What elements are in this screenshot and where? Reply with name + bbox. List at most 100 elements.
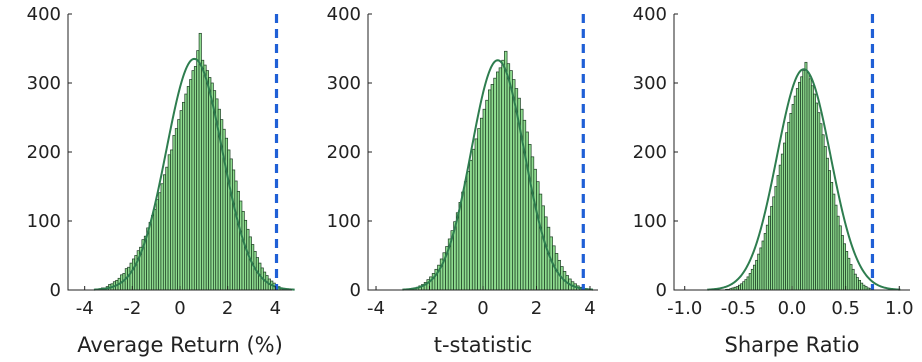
y-tick-label: 300 [27,73,61,94]
histogram-bar [182,101,186,291]
x-tick-label: 4 [584,298,595,319]
histogram-bar [148,222,152,291]
histogram-bar [538,193,543,291]
x-axis-title: Average Return (%) [77,333,283,357]
histogram-panel-1: 0 100 200 300 400 -4 -2 0 2 4 Average Return (%) [27,4,295,357]
histogram-bar [530,156,535,291]
histogram-bar [528,144,532,291]
histogram-bar [189,79,193,291]
histogram-bar [229,158,233,291]
histogram-bar [544,216,548,291]
x-tick-label: -0.5 [721,298,756,319]
y-tick-label: 0 [656,280,667,301]
histogram-bar [155,199,159,291]
histogram-bar [461,191,465,291]
histogram-bar [536,181,540,291]
x-tick-label: 2 [222,298,233,319]
x-tick-label: -2 [421,298,439,319]
histogram-bar [496,71,500,291]
histogram-bar [533,168,537,291]
x-tick-label: 0 [174,298,185,319]
histogram-bar [160,183,164,291]
histogram-bar [210,82,214,291]
histogram-bar [504,50,508,291]
histogram-bar [482,108,487,291]
histogram-panel-3: 0 100 200 300 400 -1.0 -0.5 0.0 0.5 1.0 Sharpe Rat… [633,4,914,357]
histogram-bar [477,128,481,291]
histogram-bar [186,86,190,291]
histogram-bar [201,59,205,291]
histogram-bar [127,266,131,291]
x-tick-label: -4 [76,298,94,319]
histogram-bar [501,59,505,291]
histogram-bar [129,262,133,291]
histogram-bar [458,202,462,291]
y-tick-label: 300 [327,73,361,94]
histogram-bar [158,192,162,291]
y-tick-label: 400 [633,4,667,25]
histogram-bar [248,236,252,291]
y-tick-label: 400 [27,4,61,25]
x-axis-title: t-statistic [434,333,532,357]
histogram-bars [96,32,288,291]
y-tick-label: 200 [27,142,61,163]
histogram-bar [469,159,473,291]
histogram-bar [227,149,231,291]
histogram-bar [471,148,476,291]
x-tick-label: 2 [531,298,542,319]
x-tick-label: -4 [367,298,385,319]
histogram-bar [509,70,513,291]
histogram-bar [198,32,202,291]
histogram-bar [131,258,136,291]
y-tick-label: 200 [327,142,361,163]
histogram-bars [410,50,588,291]
histogram-bar [203,64,207,291]
histogram-bar [498,67,503,291]
histogram-bar [506,63,511,291]
x-tick-label: 0.5 [831,298,860,319]
histogram-bar [485,99,489,291]
histogram-bar [224,137,229,291]
histogram-bar [243,219,248,291]
histogram-bar [241,210,245,291]
histogram-bar [236,190,240,291]
histogram-bars [725,61,874,291]
histogram-bar [246,228,250,291]
histogram-bar [177,119,181,291]
fit-curve [93,57,295,291]
x-tick-label: 0 [477,298,488,319]
histogram-bar [153,208,157,291]
histogram-bar [191,70,195,291]
histogram-bar [196,50,200,291]
histogram-bar [474,138,479,291]
fit-curve [707,68,901,291]
histogram-bar [193,66,198,291]
histogram-bar [172,135,176,291]
x-tick-label: 0.0 [778,298,807,319]
x-axis-title: Sharpe Ratio [725,333,860,357]
fit-curve [402,59,594,291]
x-tick-label: 1.0 [885,298,914,319]
histogram-bar [162,174,167,291]
histogram-bar [151,215,155,291]
histogram-bar [512,79,516,291]
histogram-bar [179,110,183,291]
y-tick-label: 0 [50,280,61,301]
histogram-bar [234,180,238,291]
histogram-bar [174,128,178,291]
histogram-panel-2: 0 100 200 300 400 -4 -2 0 2 4 t-statistic [327,4,598,357]
y-tick-label: 100 [27,211,61,232]
x-tick-label: -2 [123,298,141,319]
histogram-bar [541,205,545,291]
x-tick-label: 4 [270,298,281,319]
y-tick-label: 200 [633,142,667,163]
histogram-bar [490,84,495,291]
histogram-bar [184,93,188,291]
histogram-bar [167,154,171,291]
histogram-bar [525,131,529,291]
y-tick-label: 300 [633,73,667,94]
histogram-bar [170,149,174,291]
histogram-bar [488,89,492,291]
histogram-bar [463,181,468,291]
